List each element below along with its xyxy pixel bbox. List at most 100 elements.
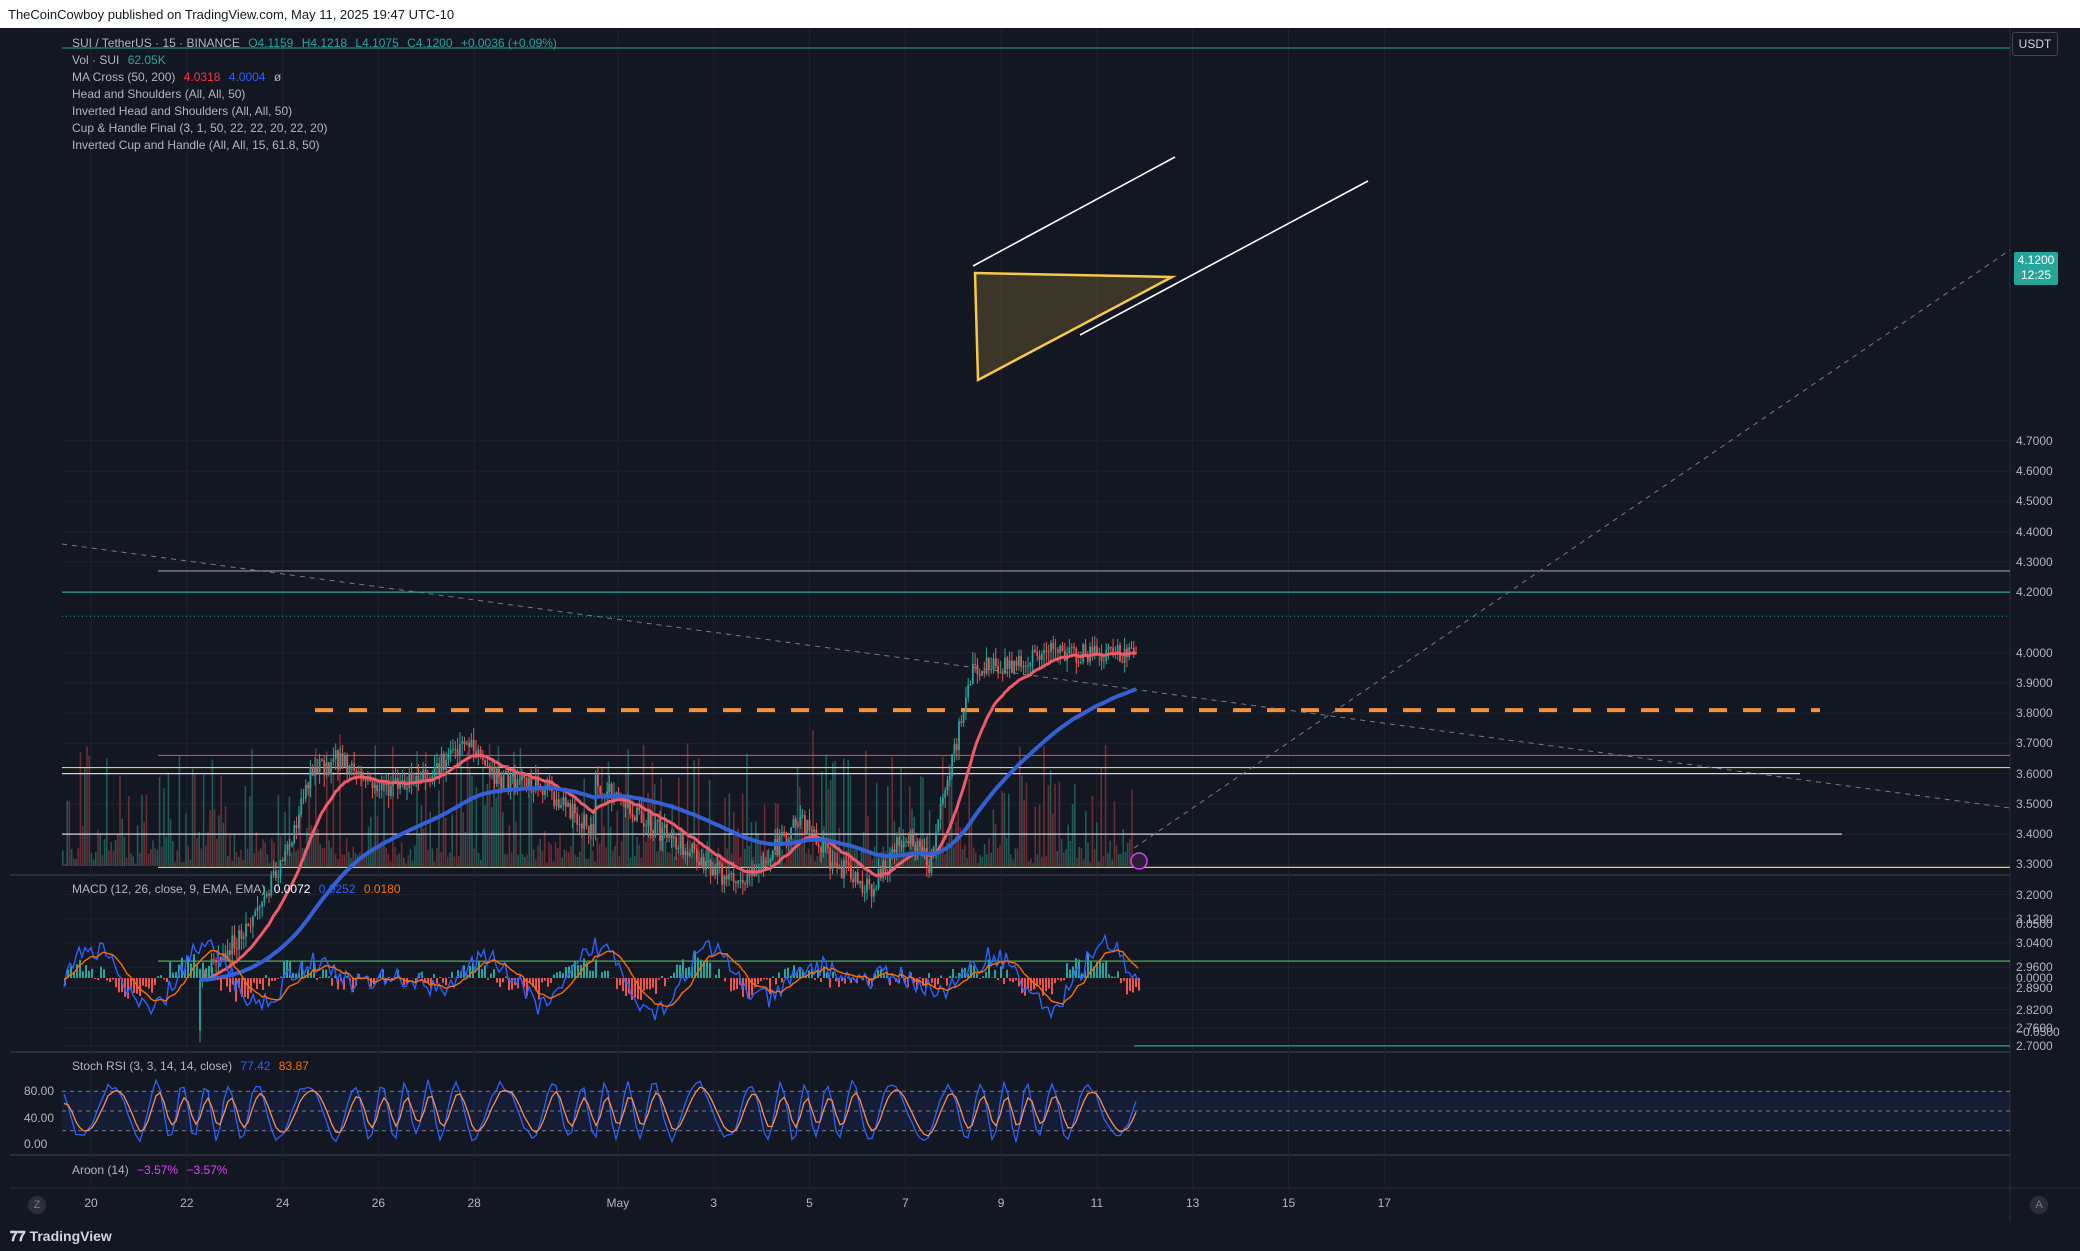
volume-bar [726,848,728,866]
candle-body [355,770,358,774]
volume-bar [814,860,816,866]
macd-bar [439,977,441,978]
volume-bar [471,775,473,866]
volume-bar [1091,795,1094,866]
tradingview-logo[interactable]: 𝟕𝟕 TradingView [10,1228,112,1245]
volume-bar [1032,863,1034,866]
candle-body [247,923,250,927]
candle-body [799,817,802,826]
candle-body [705,860,707,870]
rising-trendline[interactable] [1133,249,2011,849]
macd-bar [1126,978,1128,995]
macd-bar [592,970,594,978]
volume-bar [396,855,398,866]
candle-body [484,759,487,766]
volume-bar [172,841,174,866]
triangle-pattern[interactable] [973,271,1177,383]
volume-legend[interactable]: Vol · SUI 62.05K [72,53,166,67]
ma-fast-line[interactable] [199,651,1137,982]
candle-body [1011,660,1013,673]
volume-bar [999,844,1001,866]
macd-bar [649,978,651,990]
macd-bar [310,972,312,978]
lightning-icon[interactable] [1130,852,1148,870]
candle-body [971,663,974,685]
candle-body [847,863,850,866]
volume-bar [631,800,634,866]
ma-cross-legend[interactable]: MA Cross (50, 200) 4.0318 4.0004 ø [72,70,281,84]
candle-body [771,850,774,860]
candle-body [907,840,910,844]
volume-bar [854,849,856,866]
volume-bar [832,762,834,866]
macd-bar [112,978,114,980]
macd-bar [424,978,426,983]
macd-line[interactable] [63,933,1139,1021]
stoch-d-line[interactable] [63,1086,1137,1137]
pattern-legend-inv-cup[interactable]: Inverted Cup and Handle (All, All, 15, 6… [72,138,319,152]
candle-body [804,815,806,834]
macd-bar [253,978,255,983]
channel-line-lower[interactable] [1079,180,1369,336]
channel-line-upper[interactable] [972,156,1176,267]
candle-body [272,871,275,875]
macd-bar [115,978,117,988]
candle-body [843,860,845,879]
macd-bar [916,978,918,989]
volume-bar [581,812,583,866]
macd-bar [91,968,93,978]
macd-signal-line[interactable] [63,949,1139,1007]
zoom-reset-button[interactable]: Z [28,1196,46,1214]
macd-bar [274,978,276,981]
volume-bar [528,795,530,866]
candle-body [477,749,480,758]
macd-bar [334,975,336,978]
stoch-k-line[interactable] [63,1078,1137,1144]
volume-bar [77,848,79,866]
ma-slow-line[interactable] [199,687,1137,982]
candle-body [288,844,291,846]
volume-bar [634,855,636,866]
macd-bar [604,970,606,978]
volume-bar [541,850,544,866]
volume-bar [1008,793,1010,866]
volume-bar [299,812,302,866]
currency-unit-button[interactable]: USDT [2012,32,2058,56]
falling-trendline[interactable] [61,543,2011,809]
stoch-legend[interactable]: Stoch RSI (3, 3, 14, 14, close) 77.42 83… [72,1059,309,1073]
macd-bar [745,978,747,990]
pattern-legend-cup[interactable]: Cup & Handle Final (3, 1, 50, 22, 22, 20… [72,121,328,135]
aroon-legend[interactable]: Aroon (14) −3.57% −3.57% [72,1163,227,1177]
macd-bar [739,978,741,985]
macd-bar [868,978,870,986]
macd-bar [499,978,501,988]
macd-bar [730,978,732,992]
pattern-legend-hs[interactable]: Head and Shoulders (All, All, 50) [72,87,245,101]
volume-bar [282,863,284,866]
volume-bar [792,837,794,866]
volume-bar [279,836,282,866]
macd-bar [814,978,816,980]
ohlc-low: L4.1075 [355,36,399,50]
volume-bar [1047,785,1050,866]
macd-bar [196,964,198,978]
price-chart[interactable] [0,0,2080,1222]
macd-legend[interactable]: MACD (12, 26, close, 9, EMA, EMA) 0.0072… [72,882,401,896]
volume-bar [372,847,374,866]
volume-bar [183,861,185,866]
volume-bar [365,851,368,866]
volume-bar [620,841,623,866]
volume-bar [86,746,88,866]
volume-bar [425,751,427,866]
candle-body [571,803,574,819]
volume-bar [937,847,940,866]
candle-body [1109,647,1112,649]
auto-scale-button[interactable]: A [2030,1196,2048,1214]
volume-bar [796,766,799,866]
symbol-legend[interactable]: SUI / TetherUS · 15 · BINANCE O4.1159 H4… [72,36,557,50]
pattern-legend-ihs[interactable]: Inverted Head and Shoulders (All, All, 5… [72,104,292,118]
volume-bar [741,794,744,866]
macd-bar [244,978,246,997]
volume-bar [550,844,552,866]
macd-bar [709,962,711,978]
